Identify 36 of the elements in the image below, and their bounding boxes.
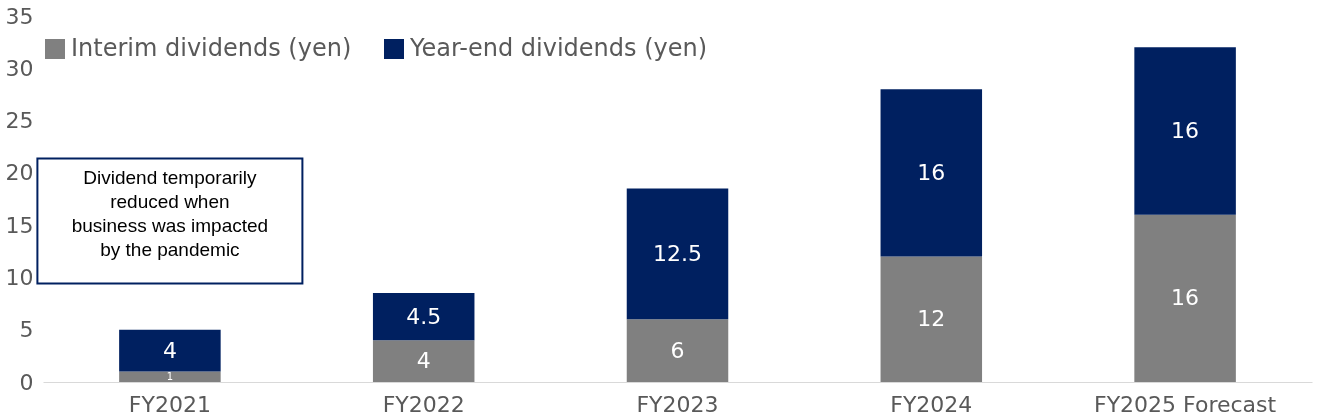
y-tick-label: 15 — [5, 212, 34, 238]
bar — [372, 293, 475, 341]
bar — [1134, 214, 1236, 382]
data-label: 16 — [1171, 118, 1200, 144]
bar — [119, 371, 221, 382]
x-tick-label: FY2021 — [128, 391, 211, 417]
y-tick-label: 5 — [19, 317, 34, 343]
annotation: Dividend temporarily reduced when business was impacted by the pandemic — [71, 167, 269, 260]
data-label: 4.5 — [406, 303, 442, 329]
bar — [1134, 47, 1236, 215]
data-label: 16 — [1171, 285, 1200, 311]
data-label: 4 — [416, 348, 431, 374]
data-label: 12 — [917, 306, 946, 332]
x-tick-label: FY2022 — [382, 391, 465, 417]
y-tick-label: 20 — [5, 160, 34, 186]
bar — [626, 319, 729, 382]
y-tick-label: 10 — [5, 264, 34, 290]
x-tick-label: FY2023 — [636, 391, 719, 417]
legend-label: Interim dividends (yen) — [71, 34, 352, 62]
x-tick-label: FY2025 Forecast — [1094, 391, 1277, 417]
data-label: 16 — [917, 159, 946, 185]
y-tick-label: 0 — [19, 369, 34, 395]
x-tick-label: FY2024 — [890, 391, 973, 417]
data-label: 6 — [670, 337, 685, 363]
data-label: 1 — [166, 370, 174, 382]
bar — [880, 89, 983, 257]
legend-label: Year-end dividends (yen) — [409, 34, 708, 62]
y-tick-label: 30 — [5, 55, 34, 81]
y-tick-label: 35 — [5, 3, 34, 29]
bar — [880, 256, 983, 382]
bar — [626, 188, 729, 320]
bar — [372, 340, 475, 382]
data-label: 12.5 — [653, 240, 702, 266]
y-tick-label: 25 — [5, 108, 34, 134]
data-label: 4 — [162, 337, 177, 363]
bar — [119, 329, 221, 372]
